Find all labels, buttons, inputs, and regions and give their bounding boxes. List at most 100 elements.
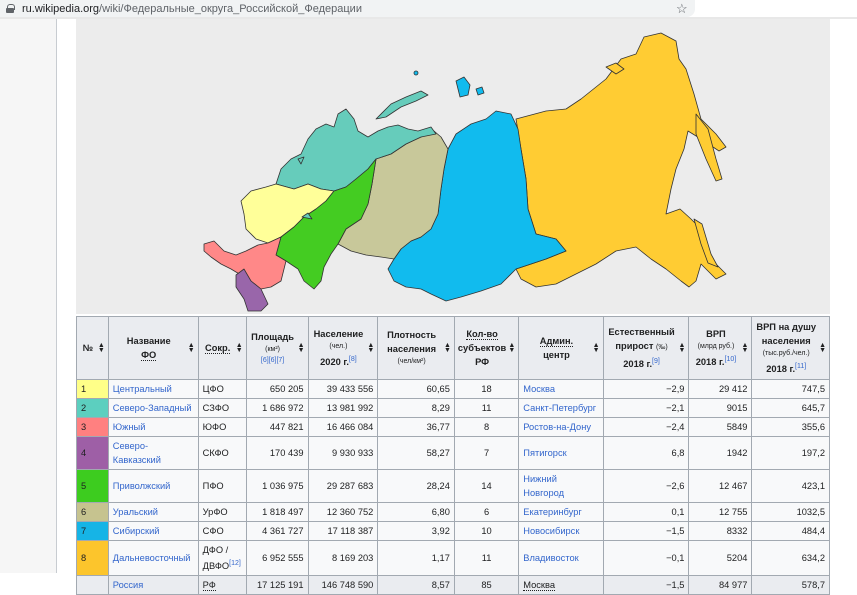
district-link[interactable]: Дальневосточный [112, 553, 191, 564]
density-value: 1,17 [377, 540, 455, 577]
sort-icon[interactable]: ▲ ▼ [741, 342, 749, 355]
sort-icon[interactable]: ▲ ▼ [678, 342, 686, 355]
abbr-ref-link[interactable]: [12] [229, 560, 241, 568]
url-host: ru.wikipedia.org [22, 2, 100, 15]
col-growth-header[interactable]: Естественный прирост (‰) 2018 г.[9] ▲ ▼ [602, 315, 690, 381]
col-density-header[interactable]: Плотность населения (чел/км²) ▲ ▼ [377, 315, 455, 381]
area-value: 447 821 [245, 417, 309, 438]
subjects-value: 14 [453, 469, 520, 504]
col-grp-header[interactable]: ВРП (млрд руб.) 2018 г.[10] ▲ ▼ [688, 315, 753, 381]
sort-icon[interactable]: ▲ ▼ [97, 342, 105, 355]
area-value: 1 036 975 [245, 469, 309, 504]
star-icon[interactable]: ☆ [676, 1, 688, 16]
district-name: Северо-Западный [107, 398, 199, 419]
col-abbr-header[interactable]: Сокр. ▲ ▼ [197, 315, 247, 381]
density-value: 58,27 [377, 436, 455, 471]
admin-center-link[interactable]: Владивосток [523, 553, 579, 564]
admin-center: Новосибирск [518, 521, 604, 542]
col-name-header[interactable]: Название ФО ▲ ▼ [107, 315, 199, 381]
table-header-row: № ▲ ▼ Название ФО ▲ ▼ Сокр. ▲ ▼ Площадь (км²) [6]… [76, 315, 830, 381]
district-abbr: УрФО [197, 502, 247, 523]
population-value: 16 466 084 [307, 417, 379, 438]
row-num: 3 [76, 417, 109, 438]
sort-icon[interactable]: ▲ ▼ [297, 342, 305, 355]
southern-district [203, 236, 287, 290]
col-pop-header[interactable]: Население (чел.) 2020 г.[8] ▲ ▼ [307, 315, 379, 381]
growth-ref-link[interactable]: [9] [652, 358, 660, 365]
col-area-header[interactable]: Площадь (км²) [6][6][7] ▲ ▼ [245, 315, 309, 381]
col-grp-unit: (млрд руб.) [697, 343, 735, 350]
subjects-value: 10 [453, 521, 520, 542]
page-left-margin [0, 19, 57, 573]
sort-icon[interactable]: ▲ ▼ [367, 342, 375, 355]
grp-per-capita-value: 484,4 [751, 521, 830, 542]
sort-icon[interactable]: ▲ ▼ [443, 342, 451, 355]
district-link[interactable]: Приволжский [112, 481, 171, 492]
district-link[interactable]: Сибирский [112, 526, 160, 537]
grp-value: 9015 [688, 398, 753, 419]
col-grppc-header[interactable]: ВРП на душу населения (тыс.руб./чел.) 2018 … [751, 315, 830, 381]
population-value: 13 981 992 [307, 398, 379, 419]
country-link[interactable]: Россия [112, 580, 144, 591]
sort-icon[interactable]: ▲ ▼ [508, 342, 516, 355]
col-subjects-label-1[interactable]: Кол-во [466, 329, 498, 341]
admin-center-link[interactable]: Ростов-на-Дону [523, 422, 591, 433]
col-num-header[interactable]: № ▲ ▼ [76, 315, 109, 381]
district-name: Центральный [107, 379, 199, 400]
sort-icon[interactable]: ▲ ▼ [235, 342, 243, 355]
grppc-ref-link[interactable]: [11] [795, 363, 807, 370]
grp-per-capita-value: 197,2 [751, 436, 830, 471]
admin-center-link[interactable]: Нижний Новгород [523, 474, 565, 499]
admin-center-link[interactable]: Санкт-Петербург [523, 403, 597, 414]
admin-center-link[interactable]: Новосибирск [523, 526, 580, 537]
district-link[interactable]: Северо-Западный [112, 403, 192, 414]
lock-icon[interactable] [6, 4, 15, 13]
col-abbr-label[interactable]: Сокр. [204, 343, 231, 355]
volga-district [275, 158, 377, 290]
area-refs-link[interactable]: [6][6][7] [260, 357, 285, 365]
grp-value: 5849 [688, 417, 753, 438]
col-grppc-year: 2018 г. [766, 364, 796, 375]
admin-center-link[interactable]: Москва [523, 384, 556, 395]
north-caucasian-district [235, 268, 269, 312]
col-subjects-header[interactable]: Кол-во субъектов РФ ▲ ▼ [453, 315, 520, 381]
russia-map-image [203, 32, 727, 312]
area-value: 170 439 [245, 436, 309, 471]
sort-icon[interactable]: ▲ ▼ [187, 342, 195, 355]
url-text[interactable]: ru.wikipedia.org/wiki/Федеральные_округа… [22, 3, 362, 15]
district-link[interactable]: Центральный [112, 384, 172, 395]
growth-value: −2,6 [602, 469, 690, 504]
growth-value: 6,8 [602, 436, 690, 471]
grp-per-capita-value: 634,2 [751, 540, 830, 577]
col-name-label-2[interactable]: ФО [141, 350, 157, 362]
district-name: Южный [107, 417, 199, 438]
growth-value: −2,1 [602, 398, 690, 419]
table-row: 8 Дальневосточный ДФО / ДВФО[12] 6 952 55… [76, 540, 830, 577]
grp-ref-link[interactable]: [10] [724, 356, 737, 363]
federal-districts-map[interactable] [76, 19, 830, 314]
col-grppc-unit: (тыс.руб./чел.) [762, 350, 810, 357]
abbr-line-2: ДВФО [202, 561, 230, 572]
col-center-header[interactable]: Админ. центр ▲ ▼ [518, 315, 604, 381]
col-center-label-1[interactable]: Админ. [539, 336, 574, 348]
growth-value: −1,5 [602, 575, 690, 595]
grp-per-capita-value: 747,5 [751, 379, 830, 400]
admin-center: Владивосток [518, 540, 604, 577]
admin-center-link[interactable]: Пятигорск [523, 448, 567, 459]
address-bar[interactable]: ru.wikipedia.org/wiki/Федеральные_округа… [0, 0, 695, 17]
row-num: 8 [76, 540, 109, 577]
grp-per-capita-value: 1032,5 [751, 502, 830, 523]
sort-icon[interactable]: ▲ ▼ [819, 342, 826, 355]
district-abbr: ДФО / ДВФО[12] [197, 540, 247, 577]
admin-center-link[interactable]: Екатеринбург [523, 507, 582, 518]
district-name: Приволжский [107, 469, 199, 504]
district-link[interactable]: Южный [112, 422, 146, 433]
sort-icon[interactable]: ▲ ▼ [592, 342, 600, 355]
subjects-value: 18 [453, 379, 520, 400]
capital-label[interactable]: Москва [523, 580, 556, 592]
district-link[interactable]: Уральский [112, 507, 158, 518]
row-num: 5 [76, 469, 109, 504]
district-link[interactable]: Северо-Кавказский [112, 441, 161, 466]
country-abbr-label[interactable]: РФ [202, 580, 216, 592]
pop-ref-link[interactable]: [8] [348, 356, 357, 363]
